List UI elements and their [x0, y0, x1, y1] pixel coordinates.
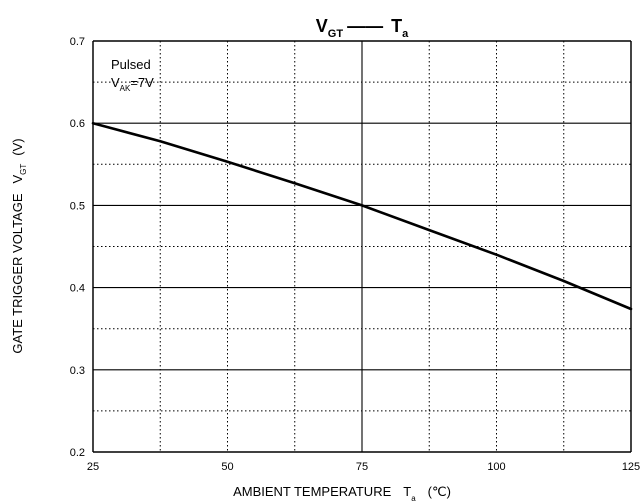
x-tick-label: 75 — [356, 461, 368, 473]
y-tick-label: 0.7 — [70, 36, 85, 48]
chart-title: VGT —— Ta — [316, 16, 409, 40]
x-axis-label-sub: a — [411, 494, 416, 503]
x-axis-label: AMBIENT TEMPERATURE Ta (℃) — [233, 484, 451, 503]
title-main: V — [316, 16, 328, 36]
x-tick-label: 25 — [87, 461, 99, 473]
title-dash: —— — [347, 16, 383, 36]
annotation-pulsed: Pulsed — [111, 57, 151, 72]
y-tick-label: 0.6 — [70, 118, 85, 130]
y-axis-label: GATE TRIGGER VOLTAGE VGT (V) — [10, 138, 28, 353]
annotation-vak-var: V — [111, 75, 120, 90]
y-tick-label: 0.3 — [70, 365, 85, 377]
y-axis-label-text: GATE TRIGGER VOLTAGE — [10, 193, 25, 353]
annotation-vak-sub: AK — [120, 84, 131, 93]
annotation: Pulsed VAK=7V — [111, 57, 154, 93]
y-axis-label-var: V — [10, 175, 25, 184]
y-tick-label: 0.2 — [70, 447, 85, 459]
y-tick-label: 0.5 — [70, 200, 85, 212]
y-axis-label-unit: (V) — [10, 138, 25, 155]
tick-labels: 25 50 75 100 125 0.2 0.3 0.4 0.5 0.6 0.7 — [70, 36, 640, 473]
x-axis-label-text: AMBIENT TEMPERATURE — [233, 484, 392, 499]
title-main-subscript: GT — [328, 28, 344, 40]
grid — [92, 40, 632, 453]
annotation-vak: VAK=7V — [111, 75, 154, 93]
x-tick-label: 50 — [221, 461, 233, 473]
annotation-vak-value: =7V — [130, 75, 154, 90]
x-tick-label: 125 — [622, 461, 640, 473]
x-axis-label-var: T — [403, 484, 411, 499]
y-axis-label-sub: GT — [19, 164, 28, 175]
x-axis-label-unit: (℃) — [428, 484, 451, 499]
title-end-subscript: a — [402, 28, 409, 40]
title-end: T — [391, 16, 402, 36]
y-tick-label: 0.4 — [70, 283, 85, 295]
series-line — [91, 121, 633, 311]
x-tick-label: 100 — [487, 461, 505, 473]
